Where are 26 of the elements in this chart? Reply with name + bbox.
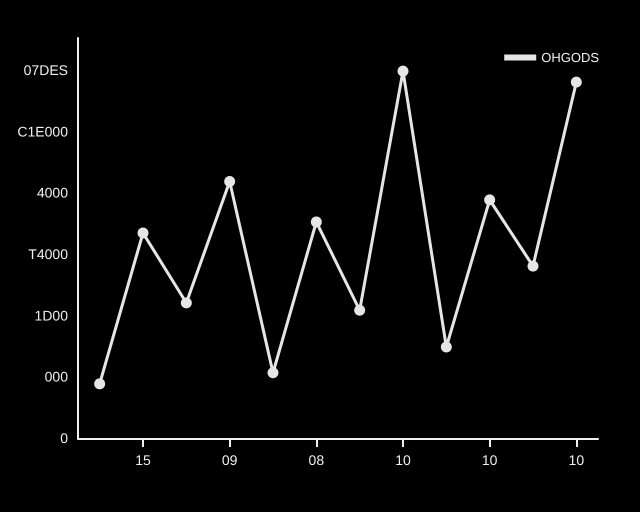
text: 000 — [44, 368, 68, 385]
point — [138, 227, 148, 238]
point — [94, 378, 106, 390]
point — [484, 194, 496, 206]
text: 0 — [60, 430, 68, 446]
text: 07DES — [24, 62, 68, 78]
x-tick-label: 10 — [568, 452, 584, 468]
point — [224, 176, 236, 187]
x-tick-label: 08 — [308, 452, 324, 468]
point — [180, 297, 192, 308]
point — [268, 367, 278, 378]
x-tick-label: 15 — [135, 452, 151, 468]
x-tick-label: 09 — [222, 452, 238, 468]
point — [440, 342, 452, 353]
text: T4000 — [28, 246, 68, 262]
x-tick-label: 10 — [482, 452, 498, 468]
point — [354, 304, 366, 316]
text: C1E000 — [17, 123, 68, 140]
point — [398, 66, 408, 77]
text: 4000 — [36, 184, 68, 201]
point — [570, 76, 582, 88]
text: 1D00 — [34, 307, 68, 324]
point — [528, 260, 538, 272]
x-tick-label: 10 — [395, 452, 411, 468]
legend-label: OHGODS — [541, 50, 600, 65]
point — [310, 216, 322, 228]
